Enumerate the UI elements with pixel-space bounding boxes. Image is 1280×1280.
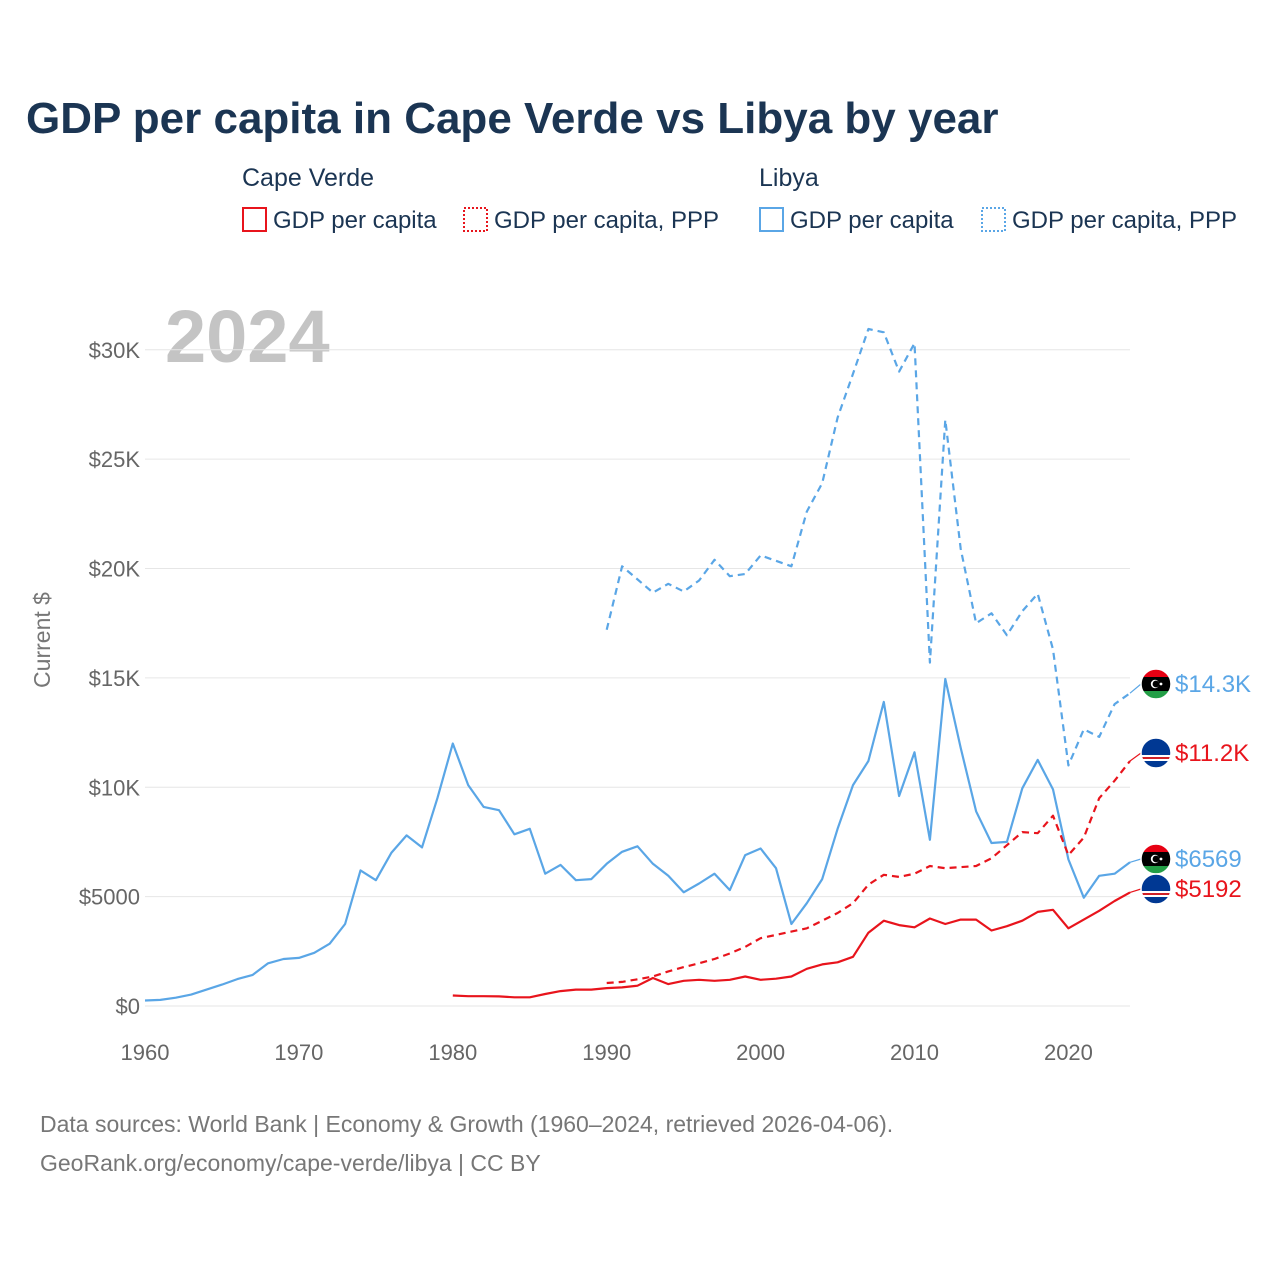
y-tick-label: $15K: [89, 666, 141, 691]
series-line-libya-gdp-per-capita-ppp: [605, 327, 1131, 767]
x-tick-label: 1990: [582, 1040, 631, 1065]
libya-flag-icon: [1140, 668, 1172, 700]
x-tick-label: 1970: [274, 1040, 323, 1065]
end-label-value: $11.2K: [1175, 740, 1249, 767]
y-tick-label: $0: [116, 994, 140, 1019]
legend-label-0-0: GDP per capita: [273, 207, 437, 234]
end-label-value: $5192: [1175, 876, 1242, 903]
series-line-cape-verde-gdp-per-capita-ppp: [606, 760, 1131, 985]
legend-label-1-0: GDP per capita: [790, 207, 954, 234]
cape-verde-flag-icon: [1140, 737, 1172, 769]
source-line-1: Data sources: World Bank | Economy & Gro…: [40, 1111, 893, 1137]
x-tick-label: 2020: [1044, 1040, 1093, 1065]
legend-group-0: Cape Verde: [242, 164, 374, 192]
series-line-libya-gdp-per-capita: [144, 677, 1131, 1002]
y-tick-label: $25K: [89, 447, 141, 472]
chart-title: GDP per capita in Cape Verde vs Libya by…: [26, 94, 999, 143]
legend-swatch-0-0: [242, 207, 267, 232]
legend-swatch-1-1: [981, 207, 1006, 232]
x-tick-label: 1960: [121, 1040, 170, 1065]
source-line-2: GeoRank.org/economy/cape-verde/libya | C…: [40, 1150, 541, 1176]
x-tick-label: 2010: [890, 1040, 939, 1065]
y-tick-label: $5000: [79, 885, 140, 910]
plot-area: [144, 327, 1131, 1002]
x-tick-label: 1980: [428, 1040, 477, 1065]
end-label-value: $14.3K: [1175, 671, 1251, 698]
end-labels: $6569 $14.3K $5192 $11.2K: [1129, 668, 1251, 905]
x-tick-label: 2000: [736, 1040, 785, 1065]
libya-flag-icon: [1140, 843, 1172, 875]
y-tick-label: $10K: [89, 775, 141, 800]
end-label-connector: [1129, 858, 1142, 863]
y-axis: $0 $5000 $10K $15K $20K $25K $30K: [79, 338, 141, 1019]
end-label-connector: [1129, 683, 1142, 694]
end-label-connector: [1129, 752, 1142, 762]
legend-label-0-1: GDP per capita, PPP: [494, 207, 719, 234]
y-tick-label: $20K: [89, 557, 141, 582]
year-label: 2024: [165, 295, 330, 378]
y-axis-title: Current $: [29, 592, 55, 688]
end-label-connector: [1129, 888, 1142, 893]
y-tick-label: $30K: [89, 338, 141, 363]
series-line-cape-verde-gdp-per-capita: [452, 891, 1131, 999]
x-axis: 1960 1970 1980 1990 2000 2010 2020: [121, 1040, 1093, 1065]
end-label-value: $6569: [1175, 846, 1242, 873]
cape-verde-flag-icon: [1140, 873, 1172, 905]
legend-swatch-1-0: [759, 207, 784, 232]
grid: [145, 349, 1130, 1007]
legend-group-1: Libya: [759, 164, 819, 192]
legend-swatch-0-1: [463, 207, 488, 232]
legend-label-1-1: GDP per capita, PPP: [1012, 207, 1237, 234]
legend: Cape Verde GDP per capita GDP per capita, …: [242, 164, 1237, 234]
